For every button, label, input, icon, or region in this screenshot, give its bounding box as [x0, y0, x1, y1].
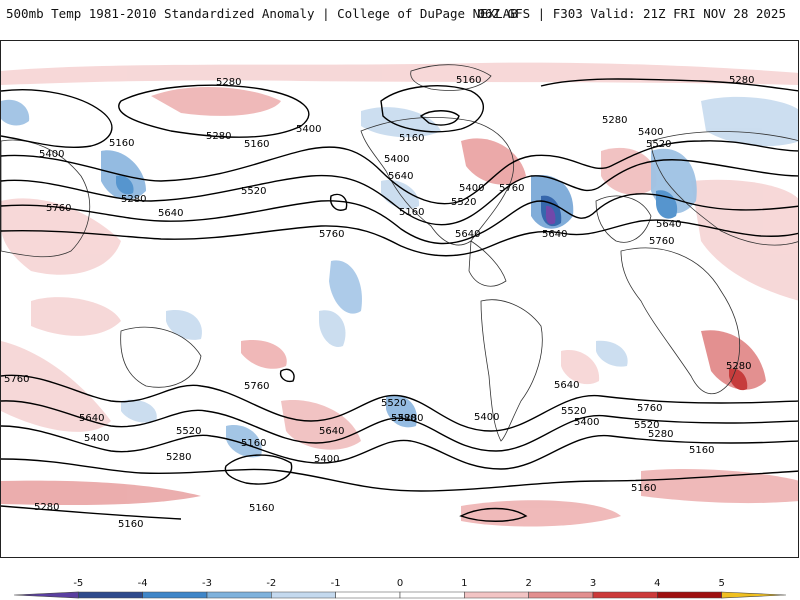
contour-label: 5400	[84, 433, 109, 444]
contour-label: 5280	[216, 77, 241, 88]
contour-label: 5400	[574, 417, 599, 428]
height-contours	[1, 78, 798, 522]
colorbar-tick-label: 4	[654, 578, 660, 589]
anomaly-map: 5280 5160 5280 5400 5160 5280 5400 5160 …	[0, 40, 799, 558]
contour-label: 5520	[381, 398, 406, 409]
contour-label: 5280	[648, 429, 673, 440]
colorbar-swatch	[13, 591, 79, 599]
contour-label: 5160	[109, 138, 134, 149]
contour-label: 5160	[631, 483, 656, 494]
contour-label: 5760	[499, 183, 524, 194]
contour-label: 5640	[388, 171, 413, 182]
contour-label: 5400	[474, 412, 499, 423]
contour-label: 5280	[729, 75, 754, 86]
colorbar-swatch	[464, 591, 529, 599]
contour-label: 5160	[399, 207, 424, 218]
map-title: 500mb Temp 1981-2010 Standardized Anomal…	[6, 6, 518, 21]
contour-label: 5160	[249, 503, 274, 514]
colorbar-tick-label: 3	[590, 578, 596, 589]
contour-label: 5760	[244, 381, 269, 392]
contour-label: 5160	[118, 519, 143, 530]
contour-label: 5640	[455, 229, 480, 240]
colorbar-swatch	[721, 591, 787, 599]
contour-label: 5640	[656, 219, 681, 230]
colorbar-swatch	[528, 591, 594, 599]
contour-label: 5280	[166, 452, 191, 463]
colorbar-tick-label: -5	[73, 578, 83, 589]
colorbar-swatch	[399, 591, 465, 599]
contour-label: 5520	[561, 406, 586, 417]
colorbar-swatch	[657, 591, 722, 599]
colorbar-swatch	[592, 591, 658, 599]
contour-label: 5160	[456, 75, 481, 86]
contour-label: 5400	[459, 183, 484, 194]
colorbar-swatch	[206, 591, 272, 599]
contour-label: 5400	[296, 124, 321, 135]
colorbar-swatch	[335, 591, 401, 599]
contour-label: 5160	[399, 133, 424, 144]
contour-label: 5160	[241, 438, 266, 449]
contour-label: 5520	[634, 420, 659, 431]
contour-label: 5760	[649, 236, 674, 247]
contour-labels: 5280 5160 5280 5400 5160 5280 5400 5160 …	[4, 75, 754, 530]
colorbar-tick-label: 2	[525, 578, 531, 589]
contour-label: 5640	[554, 380, 579, 391]
contour-label: 5160	[689, 445, 714, 456]
contour-label: 5280	[121, 194, 146, 205]
colorbar-tick-label: 1	[461, 578, 467, 589]
contour-label: 5760	[46, 203, 71, 214]
colorbar-ticks: -5 -4 -3 -2 -1 0 1 2 3 4 5	[73, 578, 725, 589]
colorbar-swatch	[142, 591, 208, 599]
contour-label: 5520	[451, 197, 476, 208]
contour-label: 5640	[79, 413, 104, 424]
colorbar-swatch	[78, 591, 143, 599]
warm-anomaly-areas	[1, 62, 798, 527]
contour-label: 5160	[244, 139, 269, 150]
colorbar-swatches	[13, 591, 787, 599]
colorbar-tick-label: -4	[138, 578, 148, 589]
contour-label: 5280	[391, 413, 416, 424]
contour-label: 5640	[158, 208, 183, 219]
colorbar-tick-label: -3	[202, 578, 212, 589]
contour-label: 5400	[638, 127, 663, 138]
colorbar-tick-label: -1	[331, 578, 341, 589]
colorbar-tick-label: 0	[397, 578, 403, 589]
contour-label: 5760	[319, 229, 344, 240]
contour-label: 5280	[398, 413, 423, 424]
colorbar-tick-label: 5	[718, 578, 724, 589]
colorbar-swatch	[271, 591, 336, 599]
colorbar-tick-label: -2	[266, 578, 276, 589]
contour-label: 5280	[726, 361, 751, 372]
contour-label: 5280	[602, 115, 627, 126]
contour-label: 5400	[384, 154, 409, 165]
map-canvas: 5280 5160 5280 5400 5160 5280 5400 5160 …	[1, 62, 798, 530]
contour-label: 5520	[176, 426, 201, 437]
contour-label: 5640	[542, 229, 567, 240]
contour-label: 5640	[319, 426, 344, 437]
model-run-info: 06Z GFS | F303 Valid: 21Z FRI NOV 28 202…	[477, 6, 786, 21]
contour-label: 5400	[39, 149, 64, 160]
contour-label: 5280	[34, 502, 59, 513]
contour-label: 5520	[241, 186, 266, 197]
contour-label: 5400	[314, 454, 339, 465]
contour-label: 5520	[646, 139, 671, 150]
contour-label: 5760	[637, 403, 662, 414]
coastlines	[1, 64, 798, 442]
contour-label: 5280	[206, 131, 231, 142]
colorbar: -5 -4 -3 -2 -1 0 1 2 3 4 5	[13, 578, 787, 599]
contour-label: 5760	[4, 374, 29, 385]
